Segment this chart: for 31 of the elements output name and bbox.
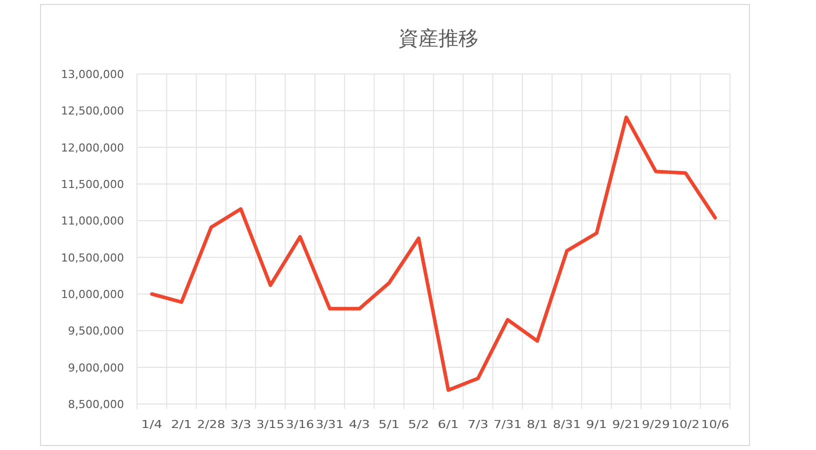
x-tick-label: 4/3 <box>348 418 370 431</box>
y-tick-label: 8,500,000 <box>68 398 124 411</box>
x-tick-label: 9/1 <box>586 418 608 431</box>
x-tick-label: 5/2 <box>408 418 430 431</box>
x-tick-label: 7/31 <box>494 418 522 431</box>
y-tick-label: 10,000,000 <box>61 288 124 301</box>
y-tick-label: 10,500,000 <box>61 251 124 264</box>
y-tick-label: 11,000,000 <box>61 214 124 228</box>
x-tick-label: 2/1 <box>170 418 192 431</box>
x-tick-label: 3/15 <box>256 418 284 431</box>
y-tick-label: 12,500,000 <box>61 104 124 118</box>
x-tick-label: 1/4 <box>141 418 162 431</box>
x-tick-label: 9/29 <box>642 418 670 431</box>
x-tick-label: 6/1 <box>438 418 459 431</box>
y-tick-label: 11,500,000 <box>61 178 124 191</box>
x-tick-label: 7/3 <box>467 418 488 431</box>
y-tick-label: 9,500,000 <box>68 324 124 338</box>
y-tick-label: 9,000,000 <box>68 361 124 374</box>
x-tick-label: 3/16 <box>286 418 314 431</box>
x-tick-label: 2/28 <box>197 418 226 431</box>
y-tick-label: 13,000,000 <box>61 68 124 81</box>
x-tick-label: 8/1 <box>526 418 548 431</box>
x-tick-label: 8/31 <box>552 418 581 431</box>
x-tick-label: 3/3 <box>230 418 252 431</box>
x-tick-label: 3/31 <box>316 418 344 431</box>
chart-title: 資産推移 <box>398 26 478 50</box>
x-tick-label: 10/6 <box>701 418 730 431</box>
x-tick-label: 9/21 <box>612 418 640 431</box>
y-tick-label: 12,000,000 <box>61 141 124 154</box>
x-tick-label: 10/2 <box>672 418 700 431</box>
x-tick-label: 5/1 <box>378 418 400 431</box>
